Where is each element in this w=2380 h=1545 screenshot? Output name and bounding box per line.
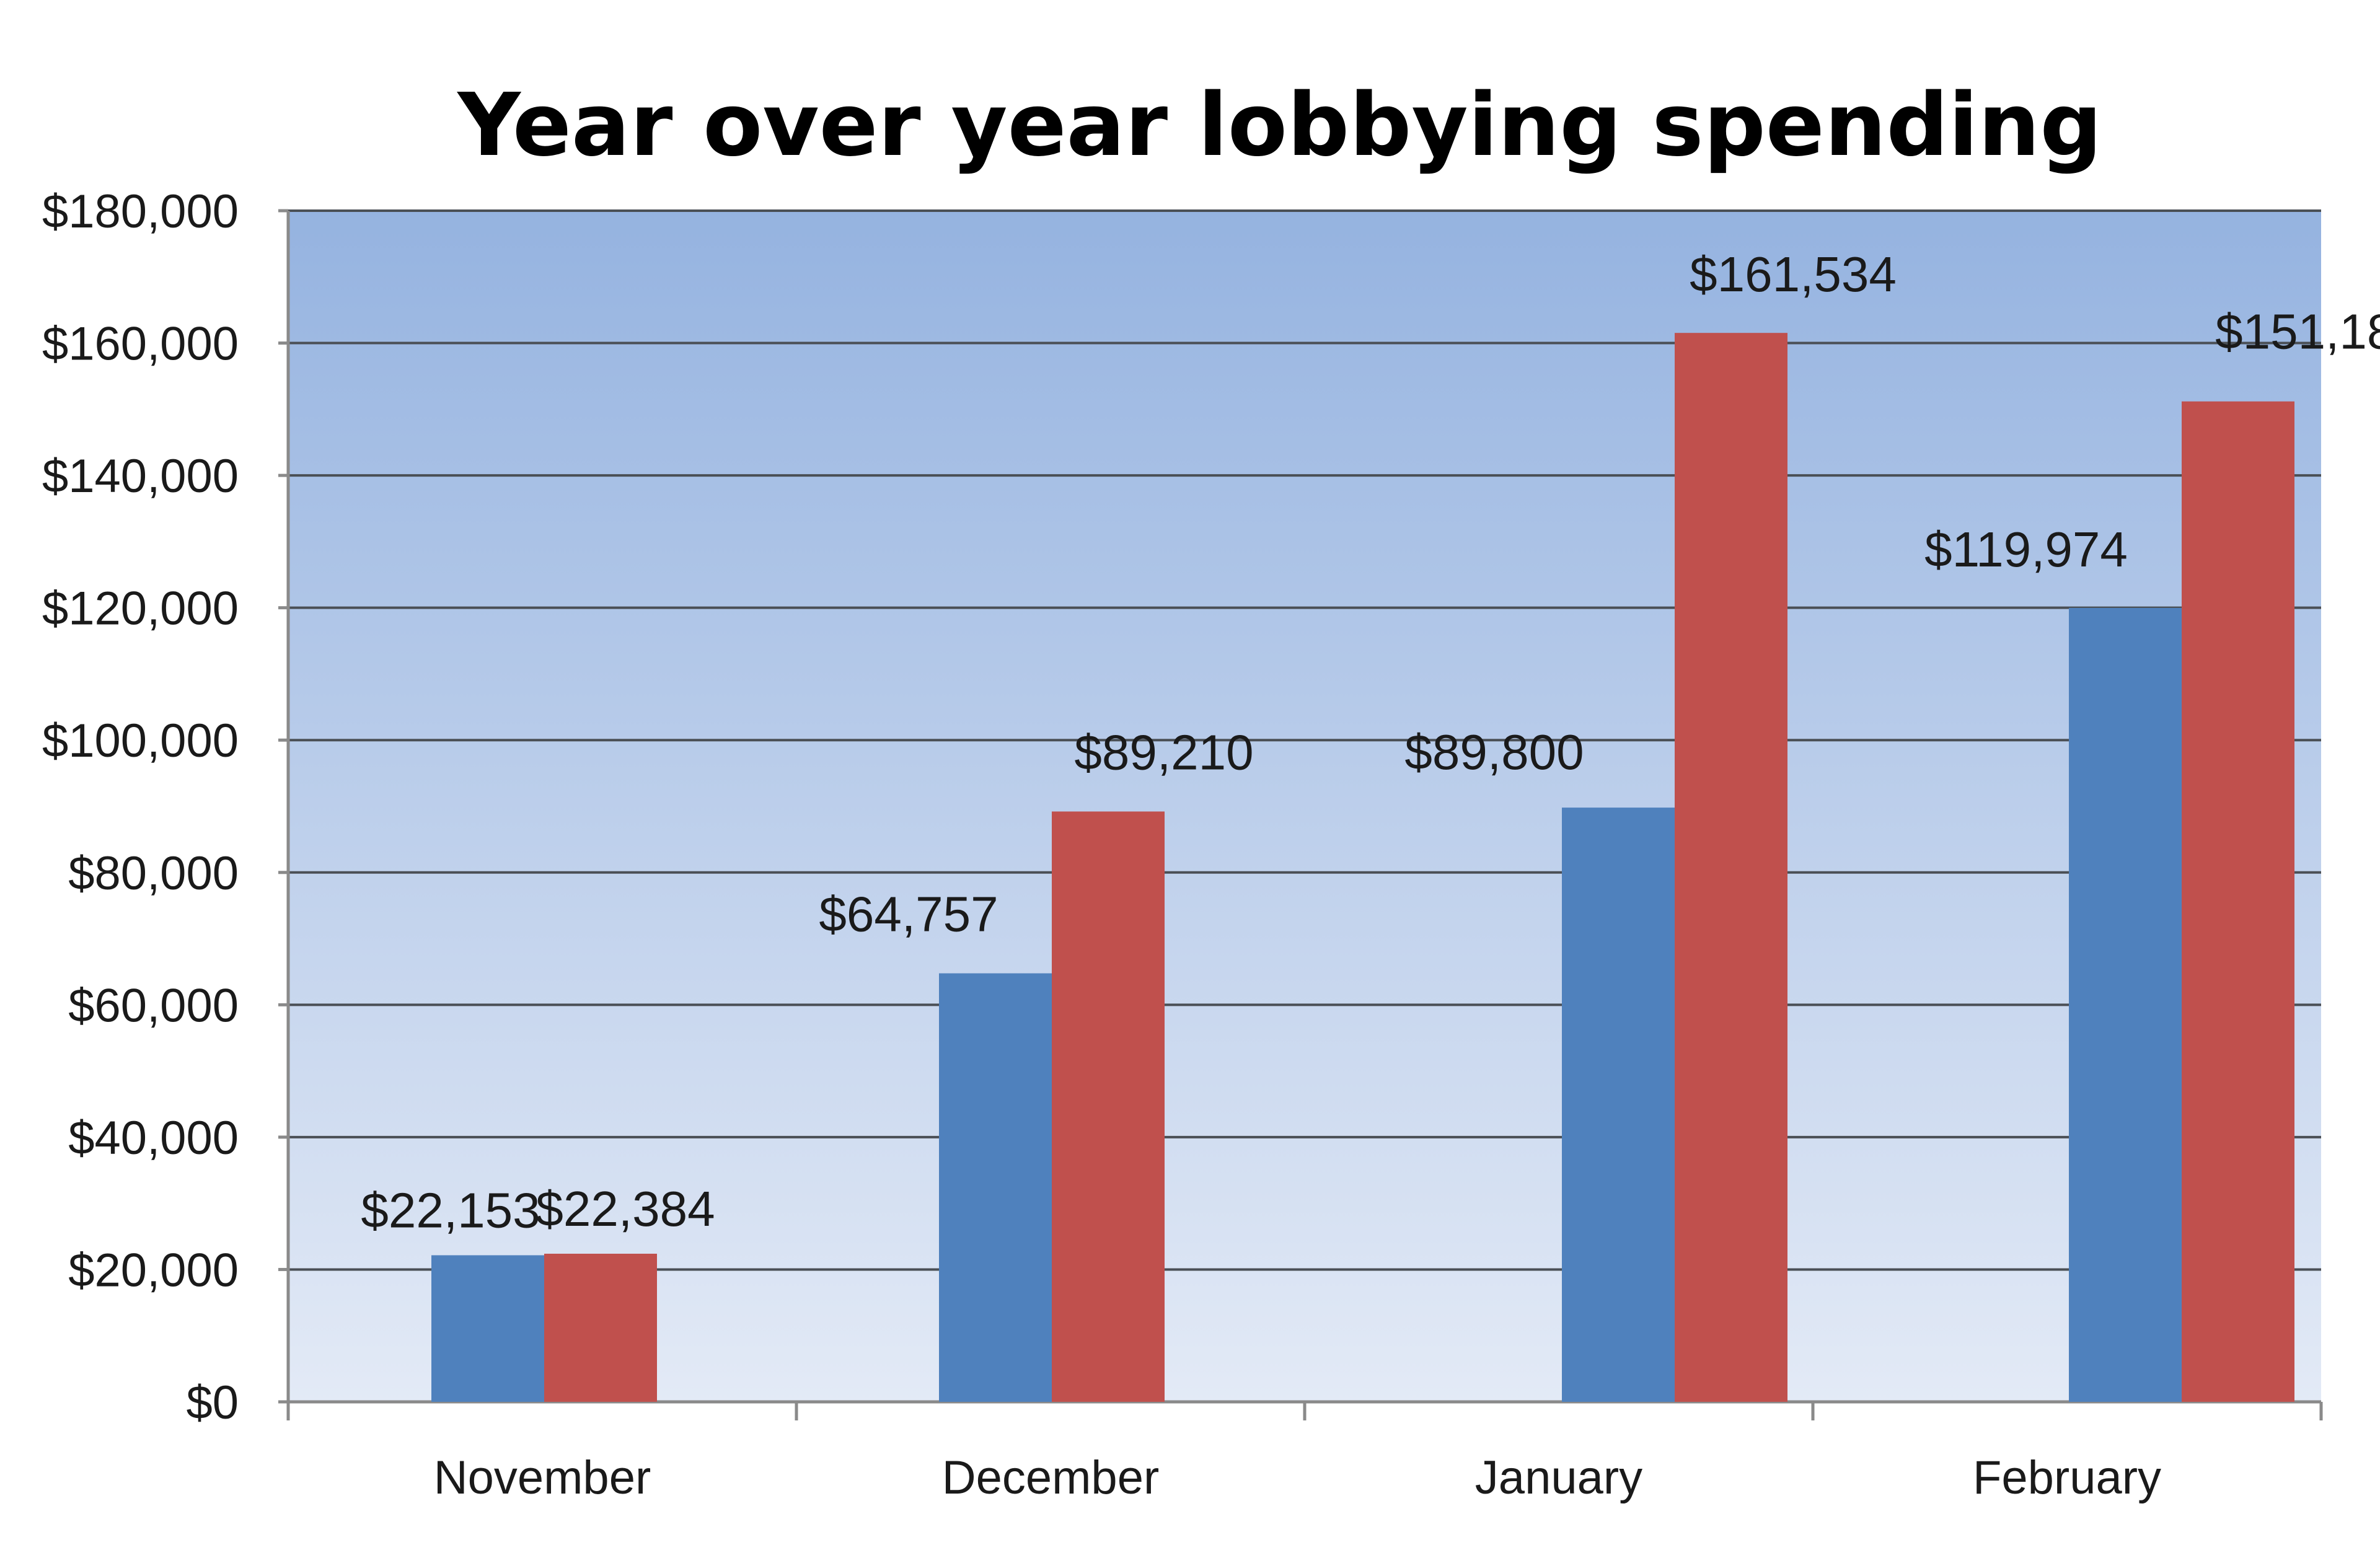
- plot-area: $0 $20,000 $40,000 $60,000 $80,000 $100,000 $1…: [42, 185, 2380, 1504]
- y-tick-label: $40,000: [68, 1112, 239, 1164]
- bar-previous-february: [2069, 607, 2182, 1402]
- y-tick-label: $60,000: [68, 979, 239, 1032]
- plot-background: [288, 211, 2321, 1402]
- y-tick-label: $100,000: [42, 715, 239, 767]
- data-label: $22,153: [361, 1182, 540, 1238]
- bar-current-january: [1675, 333, 1787, 1402]
- y-tick-label: $20,000: [68, 1244, 239, 1296]
- bar-current-february: [2182, 401, 2294, 1402]
- y-tick-label: $180,000: [42, 185, 239, 238]
- data-label: $161,534: [1690, 247, 1897, 302]
- data-label: $22,384: [536, 1181, 715, 1236]
- y-tick-label: $160,000: [42, 318, 239, 371]
- x-category-label: January: [1475, 1451, 1642, 1504]
- y-tick-label: $0: [186, 1376, 239, 1429]
- bar-previous-november: [431, 1255, 544, 1402]
- bar-current-december: [1052, 811, 1165, 1402]
- data-label: $89,800: [1404, 724, 1584, 780]
- x-category-label: December: [942, 1451, 1160, 1504]
- bar-previous-december: [939, 973, 1052, 1402]
- y-tick-label: $140,000: [42, 450, 239, 503]
- bar-previous-january: [1562, 808, 1675, 1402]
- data-label: $119,974: [1924, 522, 2128, 577]
- bar-current-november: [544, 1253, 657, 1402]
- data-label: $64,757: [819, 887, 998, 942]
- y-tick-label: $80,000: [68, 847, 239, 900]
- x-category-label: February: [1973, 1451, 2161, 1504]
- y-tick-label: $120,000: [42, 583, 239, 635]
- x-category-label: November: [434, 1451, 651, 1504]
- data-label: $151,181: [2215, 304, 2380, 359]
- data-label: $89,210: [1074, 724, 1253, 780]
- chart-title: Year over year lobbying spending: [456, 75, 2102, 176]
